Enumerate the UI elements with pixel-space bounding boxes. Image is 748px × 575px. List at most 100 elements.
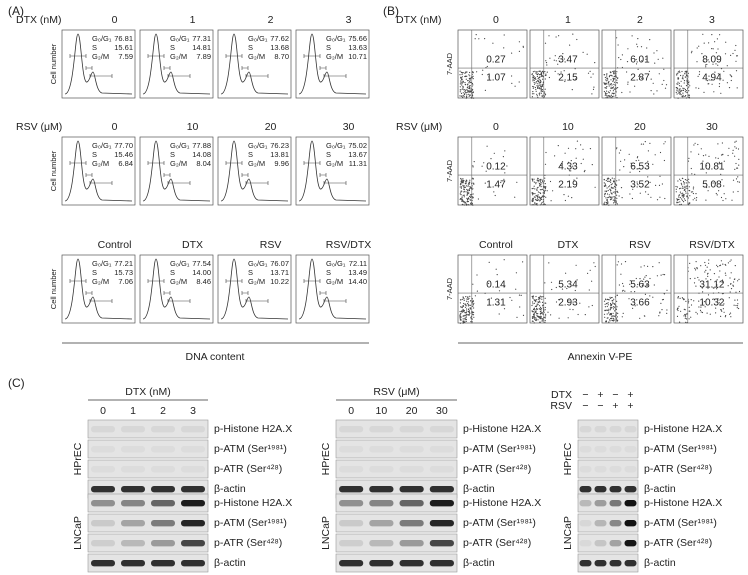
event-dot <box>733 278 736 280</box>
event-dot <box>571 89 573 91</box>
event-dot <box>714 41 716 43</box>
event-dot <box>462 320 464 322</box>
event-dot <box>680 203 682 205</box>
event-dot <box>537 180 540 182</box>
group-header: RSV (μM) <box>373 386 419 398</box>
event-dot <box>495 268 497 270</box>
event-dot <box>620 160 622 162</box>
event-dot <box>468 198 470 200</box>
event-dot <box>462 296 464 298</box>
event-dot <box>717 143 719 145</box>
cell-line-label: LNCaP <box>562 516 574 550</box>
event-dot <box>516 316 518 318</box>
gate <box>89 181 113 185</box>
gate <box>323 181 347 185</box>
histogram-curve <box>298 33 367 95</box>
event-dot <box>698 87 700 89</box>
event-dot <box>678 198 680 201</box>
event-dot <box>531 310 533 312</box>
blot-band <box>181 540 205 547</box>
event-dot <box>533 78 536 80</box>
phase-label: G₀/G₁ <box>92 259 112 268</box>
event-dot <box>472 283 474 285</box>
event-dot <box>471 82 474 85</box>
event-dot <box>536 75 539 77</box>
event-dot <box>694 267 696 269</box>
event-dot <box>737 181 739 183</box>
gate <box>69 54 87 58</box>
event-dot <box>468 297 470 299</box>
event-dot <box>541 196 543 199</box>
scatter-frame <box>457 136 528 206</box>
event-dot <box>467 184 469 186</box>
event-dot <box>658 262 660 264</box>
event-dot <box>592 88 595 90</box>
event-dot <box>715 157 717 159</box>
event-dot <box>503 308 506 310</box>
event-dot <box>680 310 682 312</box>
blot-band <box>151 500 175 507</box>
phase-label: G₂/M <box>92 277 109 286</box>
event-dot <box>681 96 683 98</box>
event-dot <box>616 190 618 192</box>
column-title: 30 <box>343 121 355 133</box>
phase-label: G₂/M <box>326 52 343 61</box>
event-dot <box>611 196 613 198</box>
column-title: Control <box>98 239 132 251</box>
phase-value: 10.22 <box>270 277 289 286</box>
histogram-frame <box>295 254 370 324</box>
event-dot <box>544 186 546 188</box>
event-dot <box>680 182 682 184</box>
early-apoptosis-value: 10.32 <box>699 298 724 309</box>
event-dot <box>683 198 686 200</box>
event-dot <box>713 273 716 275</box>
event-dot <box>636 181 638 183</box>
blot-band <box>91 560 115 567</box>
event-dot <box>539 70 542 72</box>
event-dot <box>634 305 636 307</box>
event-dot <box>540 75 542 78</box>
event-dot <box>723 185 725 187</box>
event-dot <box>708 259 710 261</box>
event-dot <box>714 71 716 73</box>
event-dot <box>607 309 609 311</box>
event-dot <box>473 311 475 313</box>
event-dot <box>539 85 542 87</box>
event-dot <box>690 316 692 318</box>
event-dot <box>461 199 463 201</box>
event-dot <box>459 74 461 76</box>
event-dot <box>644 276 646 278</box>
event-dot <box>604 76 607 79</box>
event-dot <box>464 92 466 94</box>
histogram-curve <box>220 140 289 202</box>
event-dot <box>609 296 611 298</box>
event-dot <box>467 191 469 193</box>
blot-band <box>624 446 637 453</box>
event-dot <box>553 59 555 61</box>
event-dot <box>540 307 542 310</box>
event-dot <box>686 196 688 198</box>
event-dot <box>533 81 535 84</box>
event-dot <box>682 201 685 203</box>
event-dot <box>685 85 688 87</box>
event-dot <box>544 71 546 73</box>
event-dot <box>706 80 709 82</box>
event-dot <box>708 168 710 170</box>
event-dot <box>613 185 616 187</box>
event-dot <box>469 199 471 201</box>
event-dot <box>551 288 553 291</box>
event-dot <box>605 97 607 99</box>
event-dot <box>722 308 725 310</box>
event-dot <box>484 38 486 40</box>
band-label: p-ATR (Ser⁴²⁸) <box>644 537 712 549</box>
event-dot <box>696 267 698 269</box>
blot-band <box>399 560 424 567</box>
event-dot <box>469 179 471 181</box>
event-dot <box>624 290 626 292</box>
blot-band <box>609 540 622 547</box>
event-dot <box>629 280 631 282</box>
blot-strip <box>577 439 639 459</box>
event-dot <box>534 86 537 89</box>
event-dot <box>704 261 706 264</box>
phase-value: 77.31 <box>192 34 211 43</box>
